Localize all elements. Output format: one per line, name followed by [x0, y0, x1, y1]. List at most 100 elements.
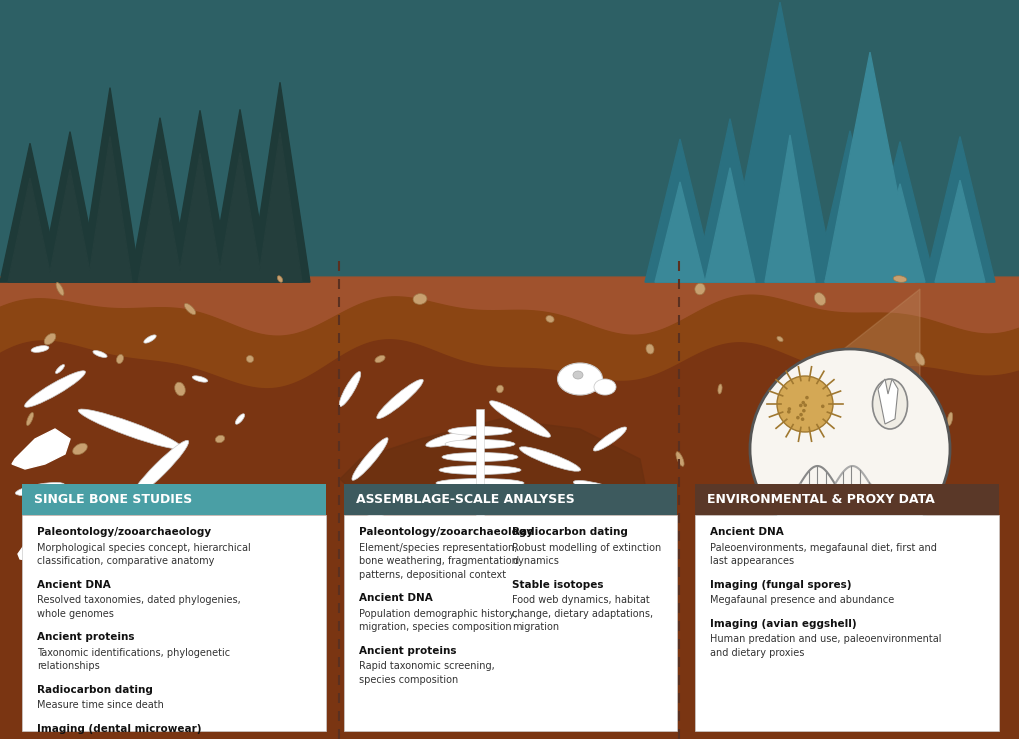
Ellipse shape: [24, 371, 86, 407]
Text: Ancient DNA: Ancient DNA: [360, 593, 433, 603]
Bar: [695, 484, 999, 515]
Polygon shape: [8, 178, 52, 282]
Polygon shape: [138, 159, 182, 282]
Text: Robust modelling of extinction: Robust modelling of extinction: [513, 542, 661, 553]
Polygon shape: [878, 379, 898, 424]
Circle shape: [788, 407, 791, 411]
Ellipse shape: [72, 443, 88, 454]
Ellipse shape: [461, 577, 499, 601]
Ellipse shape: [436, 478, 524, 488]
Ellipse shape: [73, 592, 107, 606]
Text: ASSEMBLAGE-SCALE ANALYSES: ASSEMBLAGE-SCALE ANALYSES: [357, 493, 575, 506]
Ellipse shape: [215, 435, 224, 443]
Ellipse shape: [676, 452, 684, 466]
Text: species composition: species composition: [360, 675, 459, 684]
Ellipse shape: [413, 293, 427, 304]
Ellipse shape: [605, 544, 635, 574]
Text: dynamics: dynamics: [513, 556, 559, 566]
Circle shape: [777, 376, 833, 432]
Polygon shape: [48, 169, 92, 282]
Text: whole genomes: whole genomes: [38, 608, 114, 619]
Ellipse shape: [78, 409, 181, 449]
Polygon shape: [170, 110, 230, 282]
Ellipse shape: [439, 466, 521, 474]
Polygon shape: [258, 132, 302, 282]
Ellipse shape: [872, 379, 908, 429]
Ellipse shape: [776, 336, 783, 341]
Ellipse shape: [169, 531, 191, 567]
Ellipse shape: [15, 483, 64, 496]
Text: Food web dynamics, habitat: Food web dynamics, habitat: [513, 595, 650, 605]
Text: Ancient DNA: Ancient DNA: [38, 579, 111, 590]
Ellipse shape: [362, 505, 398, 532]
Text: classification, comparative anatomy: classification, comparative anatomy: [38, 556, 215, 566]
Ellipse shape: [193, 376, 208, 382]
Text: Ancient proteins: Ancient proteins: [360, 646, 457, 655]
Ellipse shape: [489, 401, 550, 437]
Text: Imaging (avian eggshell): Imaging (avian eggshell): [710, 619, 857, 629]
Circle shape: [750, 349, 950, 549]
Text: Measure time since death: Measure time since death: [38, 700, 164, 710]
Ellipse shape: [93, 350, 107, 358]
Ellipse shape: [797, 486, 804, 493]
Text: Resolved taxonomies, dated phylogenies,: Resolved taxonomies, dated phylogenies,: [38, 595, 242, 605]
Polygon shape: [0, 143, 60, 282]
Polygon shape: [695, 119, 765, 282]
Ellipse shape: [718, 384, 722, 394]
Ellipse shape: [131, 440, 189, 497]
Polygon shape: [725, 2, 835, 282]
Text: ENVIRONMENTAL & PROXY DATA: ENVIRONMENTAL & PROXY DATA: [707, 493, 934, 506]
Polygon shape: [645, 139, 715, 282]
Text: Imaging (dental microwear): Imaging (dental microwear): [38, 723, 202, 734]
Bar: [0, 0, 1019, 277]
Ellipse shape: [445, 440, 515, 449]
Bar: [695, 515, 999, 731]
Text: migration: migration: [513, 622, 559, 632]
Ellipse shape: [174, 382, 185, 396]
Polygon shape: [218, 152, 262, 282]
Polygon shape: [815, 131, 884, 282]
Text: Imaging (fungal spores): Imaging (fungal spores): [710, 579, 852, 590]
Polygon shape: [875, 184, 925, 282]
Polygon shape: [178, 153, 222, 282]
Ellipse shape: [144, 335, 156, 343]
Ellipse shape: [496, 385, 503, 393]
Text: bone weathering, fragmentation: bone weathering, fragmentation: [360, 556, 519, 566]
Ellipse shape: [430, 505, 530, 514]
Polygon shape: [210, 109, 270, 282]
Ellipse shape: [41, 531, 100, 547]
Polygon shape: [705, 168, 755, 282]
Ellipse shape: [845, 375, 855, 384]
Ellipse shape: [574, 480, 627, 497]
Ellipse shape: [116, 355, 123, 364]
Polygon shape: [40, 132, 100, 282]
Text: Paleoenvironments, megafaunal diet, first and: Paleoenvironments, megafaunal diet, firs…: [710, 542, 936, 553]
Ellipse shape: [383, 571, 418, 588]
Bar: [22, 515, 326, 731]
Polygon shape: [755, 72, 825, 282]
Ellipse shape: [477, 529, 523, 569]
Ellipse shape: [894, 276, 907, 282]
Ellipse shape: [557, 363, 602, 395]
Text: Paleontology/zooarchaeology: Paleontology/zooarchaeology: [360, 527, 534, 537]
Polygon shape: [88, 136, 132, 282]
Polygon shape: [18, 544, 115, 574]
Text: Ancient DNA: Ancient DNA: [710, 527, 784, 537]
Ellipse shape: [385, 530, 454, 548]
Text: Rapid taxonomic screening,: Rapid taxonomic screening,: [360, 661, 495, 671]
Ellipse shape: [247, 355, 254, 362]
Polygon shape: [755, 289, 920, 479]
Text: Stable isotopes: Stable isotopes: [513, 579, 603, 590]
Circle shape: [799, 413, 803, 417]
Text: Radiocarbon dating: Radiocarbon dating: [513, 527, 628, 537]
Text: Radiocarbon dating: Radiocarbon dating: [38, 684, 153, 695]
Ellipse shape: [26, 412, 34, 426]
Text: Morphological species concept, hierarchical: Morphological species concept, hierarchi…: [38, 542, 251, 553]
Text: Human predation and use, paleoenvironmental: Human predation and use, paleoenvironmen…: [710, 634, 942, 644]
Ellipse shape: [556, 529, 603, 549]
Circle shape: [801, 401, 805, 404]
Polygon shape: [81, 88, 140, 282]
Text: SINGLE BONE STUDIES: SINGLE BONE STUDIES: [35, 493, 193, 506]
Text: Population demographic history,: Population demographic history,: [360, 608, 519, 619]
Ellipse shape: [146, 472, 154, 486]
